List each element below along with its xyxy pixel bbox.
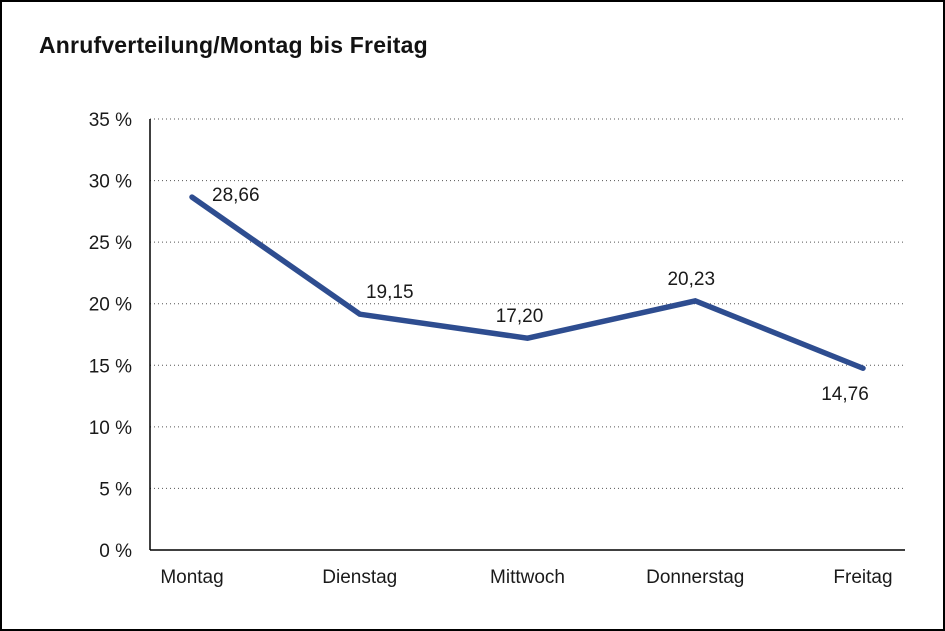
y-axis-tick-label: 25 % xyxy=(89,233,132,254)
x-axis-labels-group: Montag Dienstag Mittwoch Donnerstag Freitag xyxy=(160,567,892,588)
data-point-label: 17,20 xyxy=(496,306,544,327)
y-axis-tick-label: 15 % xyxy=(89,356,132,377)
chart-title: Anrufverteilung/Montag bis Freitag xyxy=(39,32,428,58)
data-point-label: 14,76 xyxy=(821,384,869,405)
x-axis-category-label: Donnerstag xyxy=(646,567,744,588)
y-axis-tick-label: 5 % xyxy=(99,479,132,500)
y-axis-labels-group: 0 % 5 % 10 % 15 % 20 % 25 % 30 % 35 % xyxy=(89,110,132,562)
y-axis-tick-label: 10 % xyxy=(89,418,132,439)
x-axis-category-label: Montag xyxy=(160,567,223,588)
x-axis-category-label: Freitag xyxy=(833,567,892,588)
axes-group xyxy=(149,119,905,551)
y-axis-tick-label: 20 % xyxy=(89,295,132,316)
x-axis-category-label: Dienstag xyxy=(322,567,397,588)
x-axis-category-label: Mittwoch xyxy=(490,567,565,588)
value-labels-group: 28,66 19,15 17,20 20,23 14,76 xyxy=(212,185,869,405)
y-axis-tick-label: 35 % xyxy=(89,110,132,131)
y-axis-tick-label: 30 % xyxy=(89,172,132,193)
data-line xyxy=(189,194,866,371)
gridlines-group xyxy=(150,118,905,489)
data-point-label: 28,66 xyxy=(212,185,260,206)
data-point-label: 19,15 xyxy=(366,282,414,303)
y-axis-tick-label: 0 % xyxy=(99,541,132,562)
data-point-label: 20,23 xyxy=(667,269,715,290)
